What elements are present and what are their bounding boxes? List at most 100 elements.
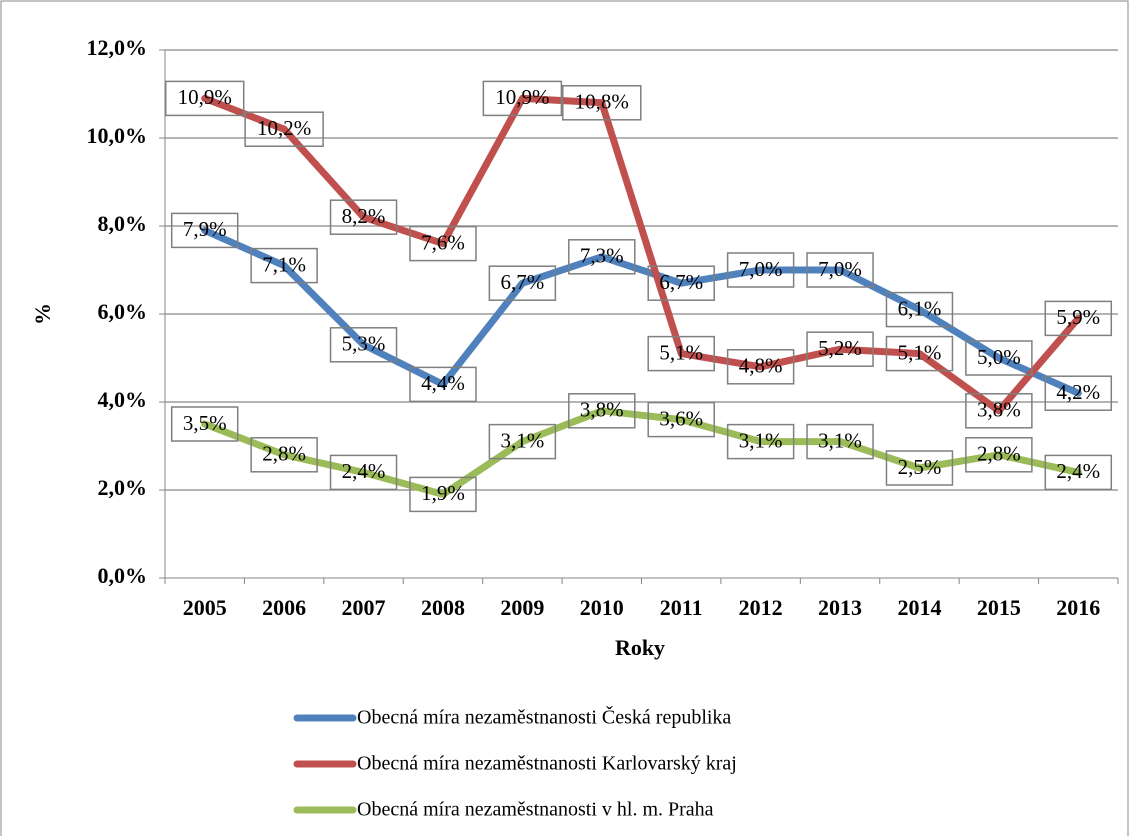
value-label-box [488, 265, 557, 301]
y-tick-label: 6,0% [98, 299, 148, 324]
y-axis-title: % [30, 303, 55, 325]
value-label-box [806, 423, 874, 460]
value-label-box [250, 437, 318, 473]
value-label-box [965, 437, 1033, 473]
value-label-box [409, 225, 477, 262]
value-label-box [965, 393, 1033, 429]
x-tick-label: 2008 [421, 595, 465, 620]
value-label: 8,2% [342, 204, 386, 228]
x-tick-label: 2010 [580, 595, 624, 620]
legend-label: Obecná míra nezaměstnanosti Karlovarský … [357, 753, 737, 775]
value-label-box [726, 423, 795, 460]
value-label: 7,3% [580, 244, 624, 268]
y-tick-label: 2,0% [98, 475, 148, 500]
value-label: 7,0% [739, 257, 783, 281]
value-label: 3,6% [659, 406, 703, 430]
series-line [201, 226, 1082, 397]
value-label: 6,7% [501, 270, 545, 294]
value-label: 5,3% [342, 332, 386, 356]
value-label: 6,7% [659, 270, 703, 294]
value-label-box [885, 291, 954, 328]
value-label-box [885, 450, 954, 486]
value-label: 4,8% [739, 354, 783, 378]
value-label: 5,2% [818, 336, 862, 360]
value-label-box [965, 340, 1033, 376]
value-label: 4,2% [1056, 380, 1100, 404]
value-label-box [1044, 300, 1113, 337]
value-label: 3,8% [580, 398, 624, 422]
value-label-box [647, 265, 715, 301]
value-label-box [647, 335, 715, 372]
x-tick-label: 2007 [342, 595, 386, 620]
x-tick-label: 2006 [262, 595, 306, 620]
x-tick-label: 2013 [818, 595, 862, 620]
value-label: 4,4% [421, 371, 465, 395]
value-label: 5,1% [659, 340, 703, 364]
value-label-box [329, 199, 398, 235]
value-label-box [1044, 454, 1113, 491]
legend-label: Obecná míra nezaměstnanosti v hl. m. Pra… [357, 799, 714, 821]
value-label-box [1044, 375, 1113, 411]
y-tick-label: 0,0% [98, 563, 148, 588]
value-label-box [562, 85, 642, 121]
y-tick-label: 4,0% [98, 387, 148, 412]
x-tick-label: 2011 [660, 595, 703, 620]
x-tick-label: 2005 [183, 595, 227, 620]
value-label: 5,1% [898, 340, 942, 364]
value-label-box [164, 80, 245, 117]
value-label: 10,2% [257, 116, 311, 140]
value-label: 2,8% [262, 442, 306, 466]
value-label-box [409, 476, 477, 513]
value-label-box [488, 423, 557, 460]
value-label: 2,4% [1056, 459, 1100, 483]
value-label: 7,1% [262, 252, 306, 276]
value-label: 10,9% [178, 85, 232, 109]
series-line [201, 407, 1082, 498]
value-label-box [568, 239, 636, 275]
y-tick-label: 8,0% [98, 211, 148, 236]
value-label-box [250, 247, 318, 284]
y-tick-label: 12,0% [87, 35, 148, 60]
value-label-box [244, 111, 324, 147]
value-label-box [568, 393, 636, 429]
value-label: 5,9% [1056, 305, 1100, 329]
value-label: 3,1% [739, 428, 783, 452]
value-label: 7,6% [421, 230, 465, 254]
value-label: 2,8% [977, 442, 1021, 466]
value-label: 7,0% [818, 257, 862, 281]
x-tick-label: 2016 [1056, 595, 1100, 620]
value-label: 10,8% [575, 90, 629, 114]
value-label-box [482, 80, 563, 117]
value-label: 2,4% [342, 459, 386, 483]
x-tick-label: 2014 [897, 595, 941, 620]
value-label-box [647, 401, 715, 438]
value-label-box [329, 327, 398, 363]
value-label: 6,1% [898, 296, 942, 320]
value-label-box [726, 252, 795, 288]
value-label-box [806, 252, 874, 288]
legend-label: Obecná míra nezaměstnanosti Česká republ… [357, 705, 731, 729]
value-label-box [806, 331, 874, 367]
value-label-box [726, 349, 795, 385]
value-label-box [885, 335, 954, 372]
value-label-box [329, 454, 398, 491]
value-label: 7,9% [183, 217, 227, 241]
value-label: 5,0% [977, 345, 1021, 369]
value-label: 2,5% [898, 455, 942, 479]
x-axis-title: Roky [615, 635, 665, 660]
series-line [201, 94, 1082, 415]
x-tick-label: 2009 [500, 595, 544, 620]
y-tick-label: 10,0% [87, 123, 148, 148]
value-label-box [170, 406, 239, 442]
value-label: 10,9% [495, 85, 549, 109]
value-label: 3,1% [818, 428, 862, 452]
value-label: 3,5% [183, 411, 227, 435]
value-label: 3,8% [977, 398, 1021, 422]
value-label-box [170, 212, 239, 249]
value-label: 1,9% [421, 481, 465, 505]
x-tick-label: 2012 [739, 595, 783, 620]
x-tick-label: 2015 [977, 595, 1021, 620]
value-label: 3,1% [501, 428, 545, 452]
